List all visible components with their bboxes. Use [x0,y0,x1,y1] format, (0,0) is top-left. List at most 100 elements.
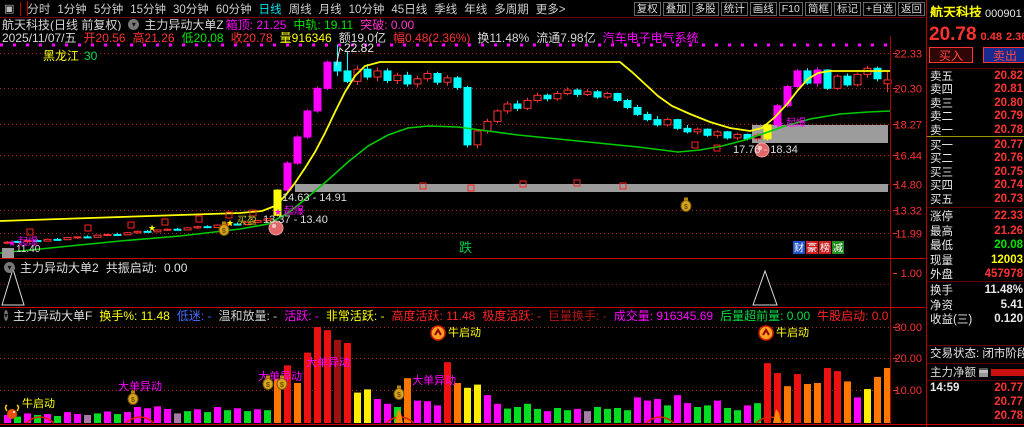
panelF-title-row: ▾ 主力异动大单F 换手%: 11.48 低迷: - 温和放量: - 活跃: - 非常活跃… [2,309,888,322]
ask-row[interactable]: 卖二 20.79 [927,110,1024,123]
ask-row[interactable]: 卖三 20.80 [927,96,1024,110]
volume-axis-label: 30.00 [894,322,922,334]
toolbar-button-复权[interactable]: 复权 [633,1,661,16]
chart-annotation: 起爆 [284,205,304,217]
candle [473,130,482,146]
ask-row[interactable]: 卖四 20.81 [927,83,1024,96]
panel2-stat-value: 0.00 [164,260,188,275]
money-bag-icon [397,385,401,389]
candle [43,238,52,242]
toolbar-button-简框[interactable]: 简框 [804,1,832,16]
volume-bar [204,412,211,423]
volume-bar [854,397,861,423]
indicator-name: 主力异动大单Z [144,18,224,31]
toolbar-button-画线[interactable]: 画线 [749,1,777,16]
tab-period-30分钟[interactable]: 30分钟 [173,3,209,16]
tab-period-周线[interactable]: 周线 [288,3,312,16]
bid-row[interactable]: 买二 20.76 [927,152,1024,165]
collapse-icon[interactable]: ▾ [128,19,140,30]
buy-button[interactable]: 买入 [929,47,973,63]
money-bag-icon: $ [222,228,226,235]
toolbar-button-多股[interactable]: 多股 [691,1,719,16]
bid-row[interactable]: 买四 20.74 [927,179,1024,193]
panelF-stat: 主力异动大单F [13,309,93,322]
candle [283,162,292,191]
main-flow-label: 主力净额 [930,367,976,379]
tab-period-15分钟[interactable]: 15分钟 [130,3,167,16]
stat-row[interactable]: 现量 12003 [927,253,1024,268]
stat-row[interactable]: 外盘 457978 [927,267,1024,282]
chart-title: 航天科技(日线 前复权) [2,18,122,31]
signal-ball-icon [268,220,284,236]
candle [133,230,142,234]
tab-period-5分钟[interactable]: 5分钟 [93,3,124,16]
indicator-param: 突破: 0.00 [360,18,415,31]
ask-row[interactable]: 卖五 20.82 [927,69,1024,83]
volume-bar [24,413,31,423]
window-icon[interactable]: ▣ [4,3,15,15]
tab-period-年线[interactable]: 年线 [464,3,488,16]
candle [883,79,892,85]
tab-period-多周期[interactable]: 多周期 [494,3,529,16]
bid-row[interactable]: 买五 20.73 [927,192,1024,206]
tab-period-45日线[interactable]: 45日线 [391,3,428,16]
volume-bar [414,400,421,423]
bid-row-label: 买四 [930,180,953,193]
stat-row-label: 现量 [930,254,953,267]
ohlc-segment: 流通7.98亿 [536,31,596,44]
volume-bar [54,415,61,423]
collapse-icon[interactable]: ▾ [4,310,9,321]
candle [53,238,62,241]
volume-bar [444,362,451,423]
toolbar-button-统计[interactable]: 统计 [720,1,748,16]
bid-row[interactable]: 买一 20.77 [927,138,1024,152]
signal-triangle [1,267,25,306]
ohlc-segment: 换11.48% [477,31,530,44]
stat-row[interactable]: 最高 21.26 [927,224,1024,239]
ask-row[interactable]: 卖一 20.78 [927,123,1024,137]
candle [653,119,662,126]
toolbar-button-返回[interactable]: 返回 [898,1,925,16]
candle [823,69,832,89]
toolbar-button-叠加[interactable]: 叠加 [662,1,690,16]
candle [733,133,742,139]
volume-bar [534,408,541,423]
star-icon: ★ [274,207,282,217]
tab-period-分时[interactable]: 分时 [27,3,51,16]
stat-row[interactable]: 收益(三) 0.120 [927,312,1024,327]
volume-bar [674,395,681,423]
buy-signal-square [419,182,427,190]
volume-bar [614,407,621,423]
stat-row[interactable]: 最低 20.08 [927,238,1024,253]
toolbar-button-+自选[interactable]: +自选 [862,1,896,16]
toolbar-button-F10[interactable]: F10 [778,1,803,16]
tab-period-日线[interactable]: 日线 [258,3,282,16]
volume-bar [374,399,381,423]
volume-bar [424,401,431,423]
tab-period-1分钟[interactable]: 1分钟 [57,3,87,16]
stat-row[interactable]: 换手 11.48% [927,283,1024,298]
stat-row-value: 0.120 [994,313,1023,326]
tab-period-60分钟[interactable]: 60分钟 [215,3,252,16]
tab-period-更多>[interactable]: 更多> [535,3,566,16]
bid-row[interactable]: 买三 20.75 [927,165,1024,179]
ask-row-value: 20.82 [994,69,1023,82]
menu-grid-icon[interactable] [979,367,988,377]
candle [393,74,402,81]
stat-row[interactable]: 净资 5.41 [927,298,1024,313]
panelF-stat: 活跃: - [284,309,319,322]
collapse-icon[interactable]: ▾ [4,262,15,273]
candle [233,223,242,226]
volume-bar [794,374,801,423]
sell-button[interactable]: 卖出 [983,47,1024,63]
up-circle-icon [758,325,774,341]
tab-period-季线[interactable]: 季线 [434,3,458,16]
quote-stats: 涨停 22.33 最高 21.26 最低 20.08 现量 12003 外盘 457978 [927,207,1024,282]
stat-row[interactable]: 涨停 22.33 [927,209,1024,224]
toolbar-button-标记[interactable]: 标记 [833,1,861,16]
tab-period-月线[interactable]: 月线 [318,3,342,16]
volume-bar [684,403,691,423]
tab-period-10分钟[interactable]: 10分钟 [348,3,385,16]
tick-list[interactable]: 14:59 20.77 20.77 20.78 [927,380,1024,423]
